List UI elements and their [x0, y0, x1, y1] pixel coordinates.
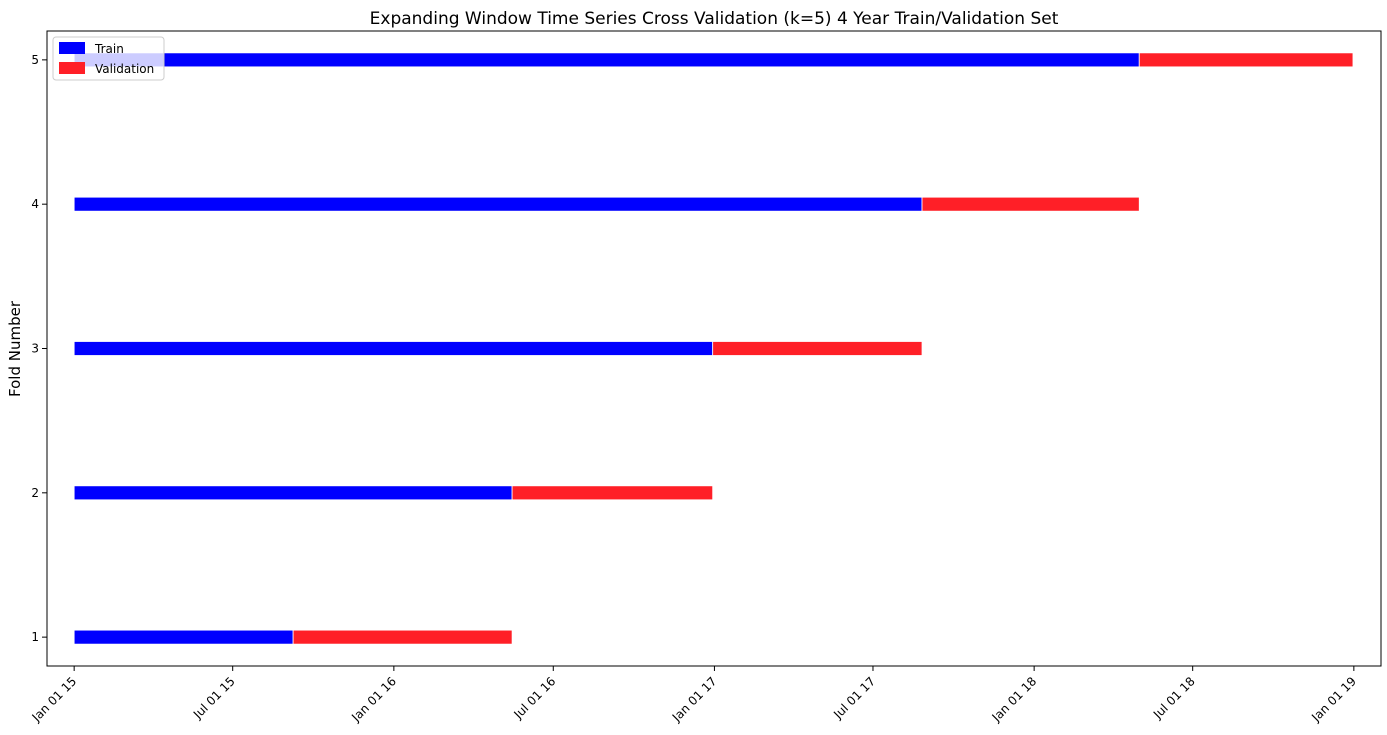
train-bar-fold-5 [73, 52, 1140, 68]
x-tick-label: Jul 01 16 [511, 674, 559, 722]
bars-layer [73, 52, 1354, 645]
validation-bar-fold-3 [712, 341, 923, 356]
train-bar-fold-4 [73, 196, 923, 212]
y-tick-label: 3 [31, 342, 39, 356]
validation-bar-fold-1 [292, 629, 513, 645]
x-tick-label: Jul 01 17 [830, 674, 878, 722]
legend-swatch-train [59, 42, 85, 54]
validation-bar-fold-5 [1138, 52, 1354, 68]
y-tick-label: 2 [31, 486, 39, 500]
x-tick-label: Jan 01 16 [348, 674, 399, 725]
x-tick-label: Jul 01 18 [1150, 674, 1198, 722]
x-tick-label: Jan 01 18 [989, 674, 1040, 725]
legend-swatch-validation [59, 62, 85, 74]
y-axis-label: Fold Number [6, 300, 24, 397]
x-tick-label: Jan 01 19 [1308, 674, 1359, 725]
legend: Train Validation [52, 36, 165, 81]
train-bar-fold-3 [73, 341, 714, 356]
x-tick-label: Jan 01 17 [669, 674, 720, 725]
train-bar-fold-2 [73, 485, 513, 501]
y-axis-ticks: 1 2 3 4 5 [31, 53, 47, 644]
legend-label-validation: Validation [95, 62, 154, 76]
validation-bar-fold-4 [921, 196, 1140, 212]
x-axis-ticks: Jan 01 15 Jul 01 15 Jan 01 16 Jul 01 16 Jan … [29, 666, 1359, 725]
x-tick-label: Jul 01 15 [190, 674, 238, 722]
x-tick-label: Jan 01 15 [29, 674, 80, 725]
validation-bar-fold-2 [511, 485, 714, 501]
y-tick-label: 1 [31, 630, 39, 644]
legend-label-train: Train [94, 42, 124, 56]
chart-title: Expanding Window Time Series Cross Valid… [370, 9, 1059, 29]
train-bar-fold-1 [73, 629, 294, 645]
y-tick-label: 4 [31, 197, 39, 211]
y-tick-label: 5 [31, 53, 39, 67]
